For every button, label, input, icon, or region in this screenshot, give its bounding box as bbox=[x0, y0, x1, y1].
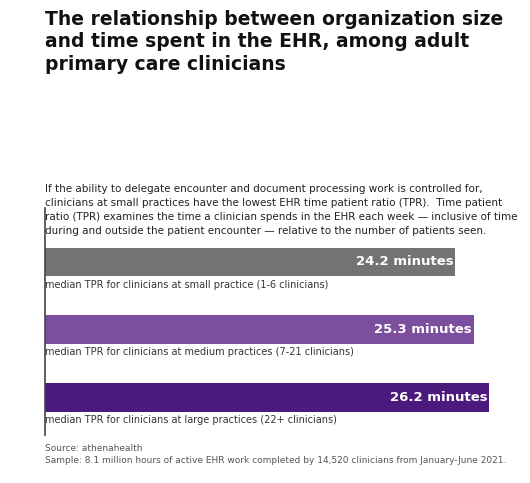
Bar bbox=[45, 248, 455, 276]
Text: median TPR for clinicians at small practice (1-6 clinicians): median TPR for clinicians at small pract… bbox=[45, 280, 329, 289]
Text: The relationship between organization size
and time spent in the EHR, among adul: The relationship between organization si… bbox=[45, 10, 504, 74]
Text: 25.3 minutes: 25.3 minutes bbox=[375, 323, 472, 336]
Text: median TPR for clinicians at medium practices (7-21 clinicians): median TPR for clinicians at medium prac… bbox=[45, 347, 354, 357]
Bar bbox=[45, 383, 489, 412]
Text: If the ability to delegate encounter and document processing work is controlled : If the ability to delegate encounter and… bbox=[45, 184, 518, 236]
Text: Source: athenahealth: Source: athenahealth bbox=[45, 444, 143, 454]
Bar bbox=[45, 315, 474, 344]
Text: Sample: 8.1 million hours of active EHR work completed by 14,520 clinicians from: Sample: 8.1 million hours of active EHR … bbox=[45, 456, 507, 466]
Text: 24.2 minutes: 24.2 minutes bbox=[356, 256, 454, 269]
Text: median TPR for clinicians at large practices (22+ clinicians): median TPR for clinicians at large pract… bbox=[45, 415, 337, 425]
Text: 26.2 minutes: 26.2 minutes bbox=[390, 391, 488, 404]
